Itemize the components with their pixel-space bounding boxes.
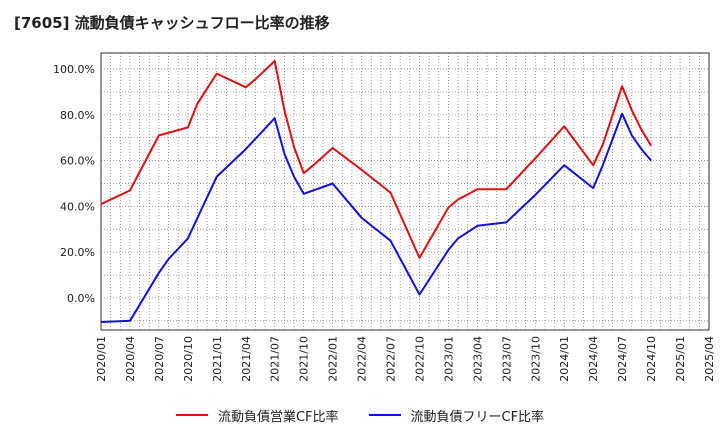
plot-frame <box>100 52 710 331</box>
x-tick-label: 2025/04 <box>703 336 716 382</box>
x-tick-label: 2024/07 <box>616 336 629 382</box>
x-tick-label: 2021/07 <box>269 336 282 382</box>
x-tick-label: 2024/10 <box>645 336 658 382</box>
legend-item-operating-cf: 流動負債営業CF比率 <box>175 406 339 425</box>
series-line-free-cf <box>100 112 652 323</box>
y-tick-label: 20.0% <box>60 246 95 259</box>
y-tick-label: 40.0% <box>60 200 95 213</box>
legend-swatch-free-cf <box>368 414 401 416</box>
y-tick-label: 60.0% <box>60 155 95 168</box>
legend-label-free-cf: 流動負債フリーCF比率 <box>410 409 545 425</box>
x-tick-label: 2022/04 <box>356 336 369 382</box>
x-tick-label: 2021/04 <box>240 336 253 382</box>
x-tick-label: 2022/10 <box>413 336 426 382</box>
chart-title: [7605] 流動負債キャッシュフロー比率の推移 <box>14 14 330 32</box>
series-line-operating-cf <box>100 60 652 259</box>
x-tick-label: 2022/01 <box>327 336 340 382</box>
legend-swatch-operating-cf <box>175 414 208 416</box>
legend-item-free-cf: 流動負債フリーCF比率 <box>368 406 545 425</box>
x-tick-label: 2021/10 <box>298 336 311 382</box>
x-tick-label: 2025/01 <box>674 336 687 382</box>
x-tick-label: 2020/01 <box>95 336 108 382</box>
x-tick-label: 2020/04 <box>124 336 137 382</box>
y-tick-label: 80.0% <box>60 109 95 122</box>
x-tick-label: 2024/01 <box>558 336 571 382</box>
x-tick-label: 2020/10 <box>182 336 195 382</box>
x-tick-label: 2023/01 <box>442 336 455 382</box>
x-tick-label: 2023/10 <box>529 336 542 382</box>
legend-label-operating-cf: 流動負債営業CF比率 <box>217 409 339 425</box>
y-tick-label: 0.0% <box>67 292 95 305</box>
x-tick-label: 2022/07 <box>385 336 398 382</box>
chart-legend: 流動負債営業CF比率 流動負債フリーCF比率 <box>0 404 720 426</box>
x-tick-label: 2024/04 <box>587 336 600 382</box>
y-tick-label: 100.0% <box>53 63 95 76</box>
x-tick-label: 2023/07 <box>500 336 513 382</box>
x-tick-label: 2023/04 <box>471 336 484 382</box>
x-tick-label: 2021/01 <box>211 336 224 382</box>
x-tick-label: 2020/07 <box>153 336 166 382</box>
